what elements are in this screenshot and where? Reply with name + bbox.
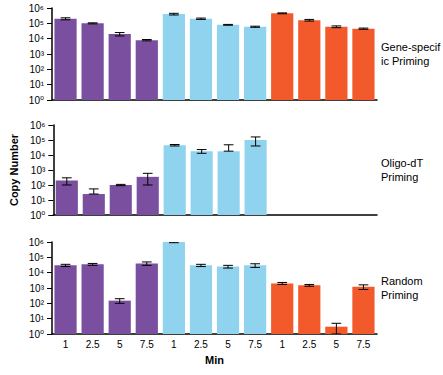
svg-text:10⁰: 10⁰: [29, 329, 44, 340]
svg-text:1: 1: [279, 339, 285, 350]
svg-text:Min: Min: [205, 354, 224, 366]
svg-text:2.5: 2.5: [194, 339, 208, 350]
svg-text:10³: 10³: [30, 49, 45, 60]
svg-text:Priming: Priming: [381, 289, 418, 301]
svg-text:Copy Number: Copy Number: [8, 133, 20, 206]
svg-text:5: 5: [225, 339, 231, 350]
svg-text:10⁶: 10⁶: [29, 237, 44, 248]
svg-text:10⁵: 10⁵: [30, 135, 45, 146]
svg-text:10⁵: 10⁵: [29, 252, 44, 263]
svg-text:10⁰: 10⁰: [30, 210, 45, 221]
svg-text:10⁴: 10⁴: [29, 33, 44, 44]
svg-text:Priming: Priming: [381, 171, 418, 183]
svg-text:Gene-specif: Gene-specif: [381, 41, 441, 53]
svg-text:10³: 10³: [31, 165, 46, 176]
svg-text:7.5: 7.5: [248, 339, 262, 350]
svg-text:7.5: 7.5: [140, 339, 154, 350]
svg-text:10⁰: 10⁰: [29, 95, 44, 106]
svg-text:Oligo-dT: Oligo-dT: [381, 157, 426, 169]
svg-text:5: 5: [334, 339, 340, 350]
svg-text:10³: 10³: [30, 283, 45, 294]
svg-text:Random: Random: [381, 275, 426, 287]
svg-text:10⁶: 10⁶: [29, 3, 44, 14]
svg-text:10¹: 10¹: [31, 195, 46, 206]
svg-text:1: 1: [63, 339, 69, 350]
svg-text:10⁴: 10⁴: [29, 267, 44, 278]
svg-text:2.5: 2.5: [86, 339, 100, 350]
svg-text:10²: 10²: [31, 180, 46, 191]
svg-text:5: 5: [117, 339, 123, 350]
svg-text:10²: 10²: [30, 64, 45, 75]
svg-text:ic Priming: ic Priming: [381, 55, 429, 67]
svg-text:10⁵: 10⁵: [29, 18, 44, 29]
svg-text:10¹: 10¹: [30, 79, 45, 90]
svg-text:10²: 10²: [30, 298, 45, 309]
svg-text:10¹: 10¹: [30, 313, 45, 324]
svg-text:1: 1: [171, 339, 177, 350]
svg-text:10⁶: 10⁶: [30, 120, 45, 131]
svg-text:7.5: 7.5: [357, 339, 371, 350]
svg-text:2.5: 2.5: [302, 339, 316, 350]
svg-text:10⁴: 10⁴: [30, 150, 45, 161]
